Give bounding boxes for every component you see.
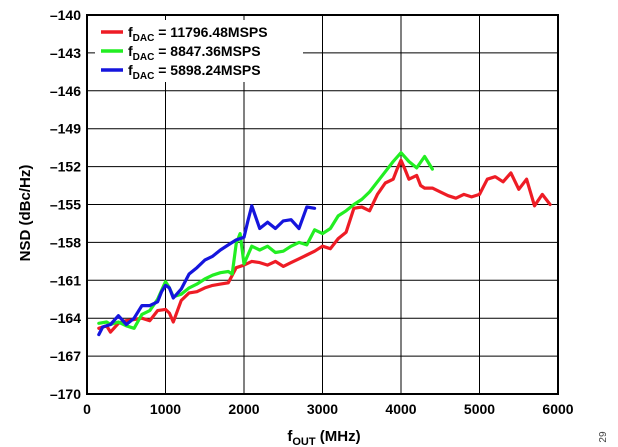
x-tick-label: 5000 [464, 401, 495, 417]
series-layer [97, 151, 552, 337]
plot-frame [86, 14, 559, 395]
x-axis-label-main: f [287, 428, 293, 445]
y-tick-labels: –140 –143 –146 –149 –152 –155 –158 –161 –164 –167… [50, 7, 81, 402]
legend-entry-0: fDAC = 11796.48MSPS [128, 24, 268, 44]
y-tick-label: –140 [50, 7, 81, 23]
x-tick-label: 3000 [307, 401, 338, 417]
series-line-0 [97, 158, 552, 334]
y-tick-label: –149 [50, 121, 81, 137]
x-tick-label: 0 [83, 401, 91, 417]
y-tick-label: –161 [50, 272, 81, 288]
y-tick-label: –155 [50, 197, 81, 213]
y-tick-label: –152 [50, 159, 81, 175]
y-tick-label: –170 [50, 386, 81, 402]
y-tick-label: –158 [50, 234, 81, 250]
x-axis-label-sub: OUT [292, 436, 316, 447]
series-line-2 [97, 204, 317, 337]
y-tick-label: –164 [50, 310, 81, 326]
x-tick-label: 6000 [542, 401, 573, 417]
x-axis-label-unit: (MHz) [316, 428, 361, 445]
x-tick-label: 2000 [228, 401, 259, 417]
y-axis-label: NSD (dBc/Hz) [17, 165, 34, 262]
y-tick-label: –146 [50, 83, 81, 99]
legend-entry-1: fDAC = 8847.36MSPS [128, 43, 261, 63]
legend-background [95, 20, 303, 82]
legend-entry-2: fDAC = 5898.24MSPS [128, 62, 261, 82]
x-axis-label: fOUT (MHz) [287, 428, 360, 447]
series-line-1 [97, 151, 434, 330]
figure-id: 29 [598, 431, 609, 443]
x-tick-label: 4000 [385, 401, 416, 417]
y-tick-label: –167 [50, 348, 81, 364]
x-tick-labels: 0 1000 2000 3000 4000 5000 6000 [83, 401, 574, 417]
x-tick-label: 1000 [150, 401, 181, 417]
y-tick-label: –143 [50, 45, 81, 61]
